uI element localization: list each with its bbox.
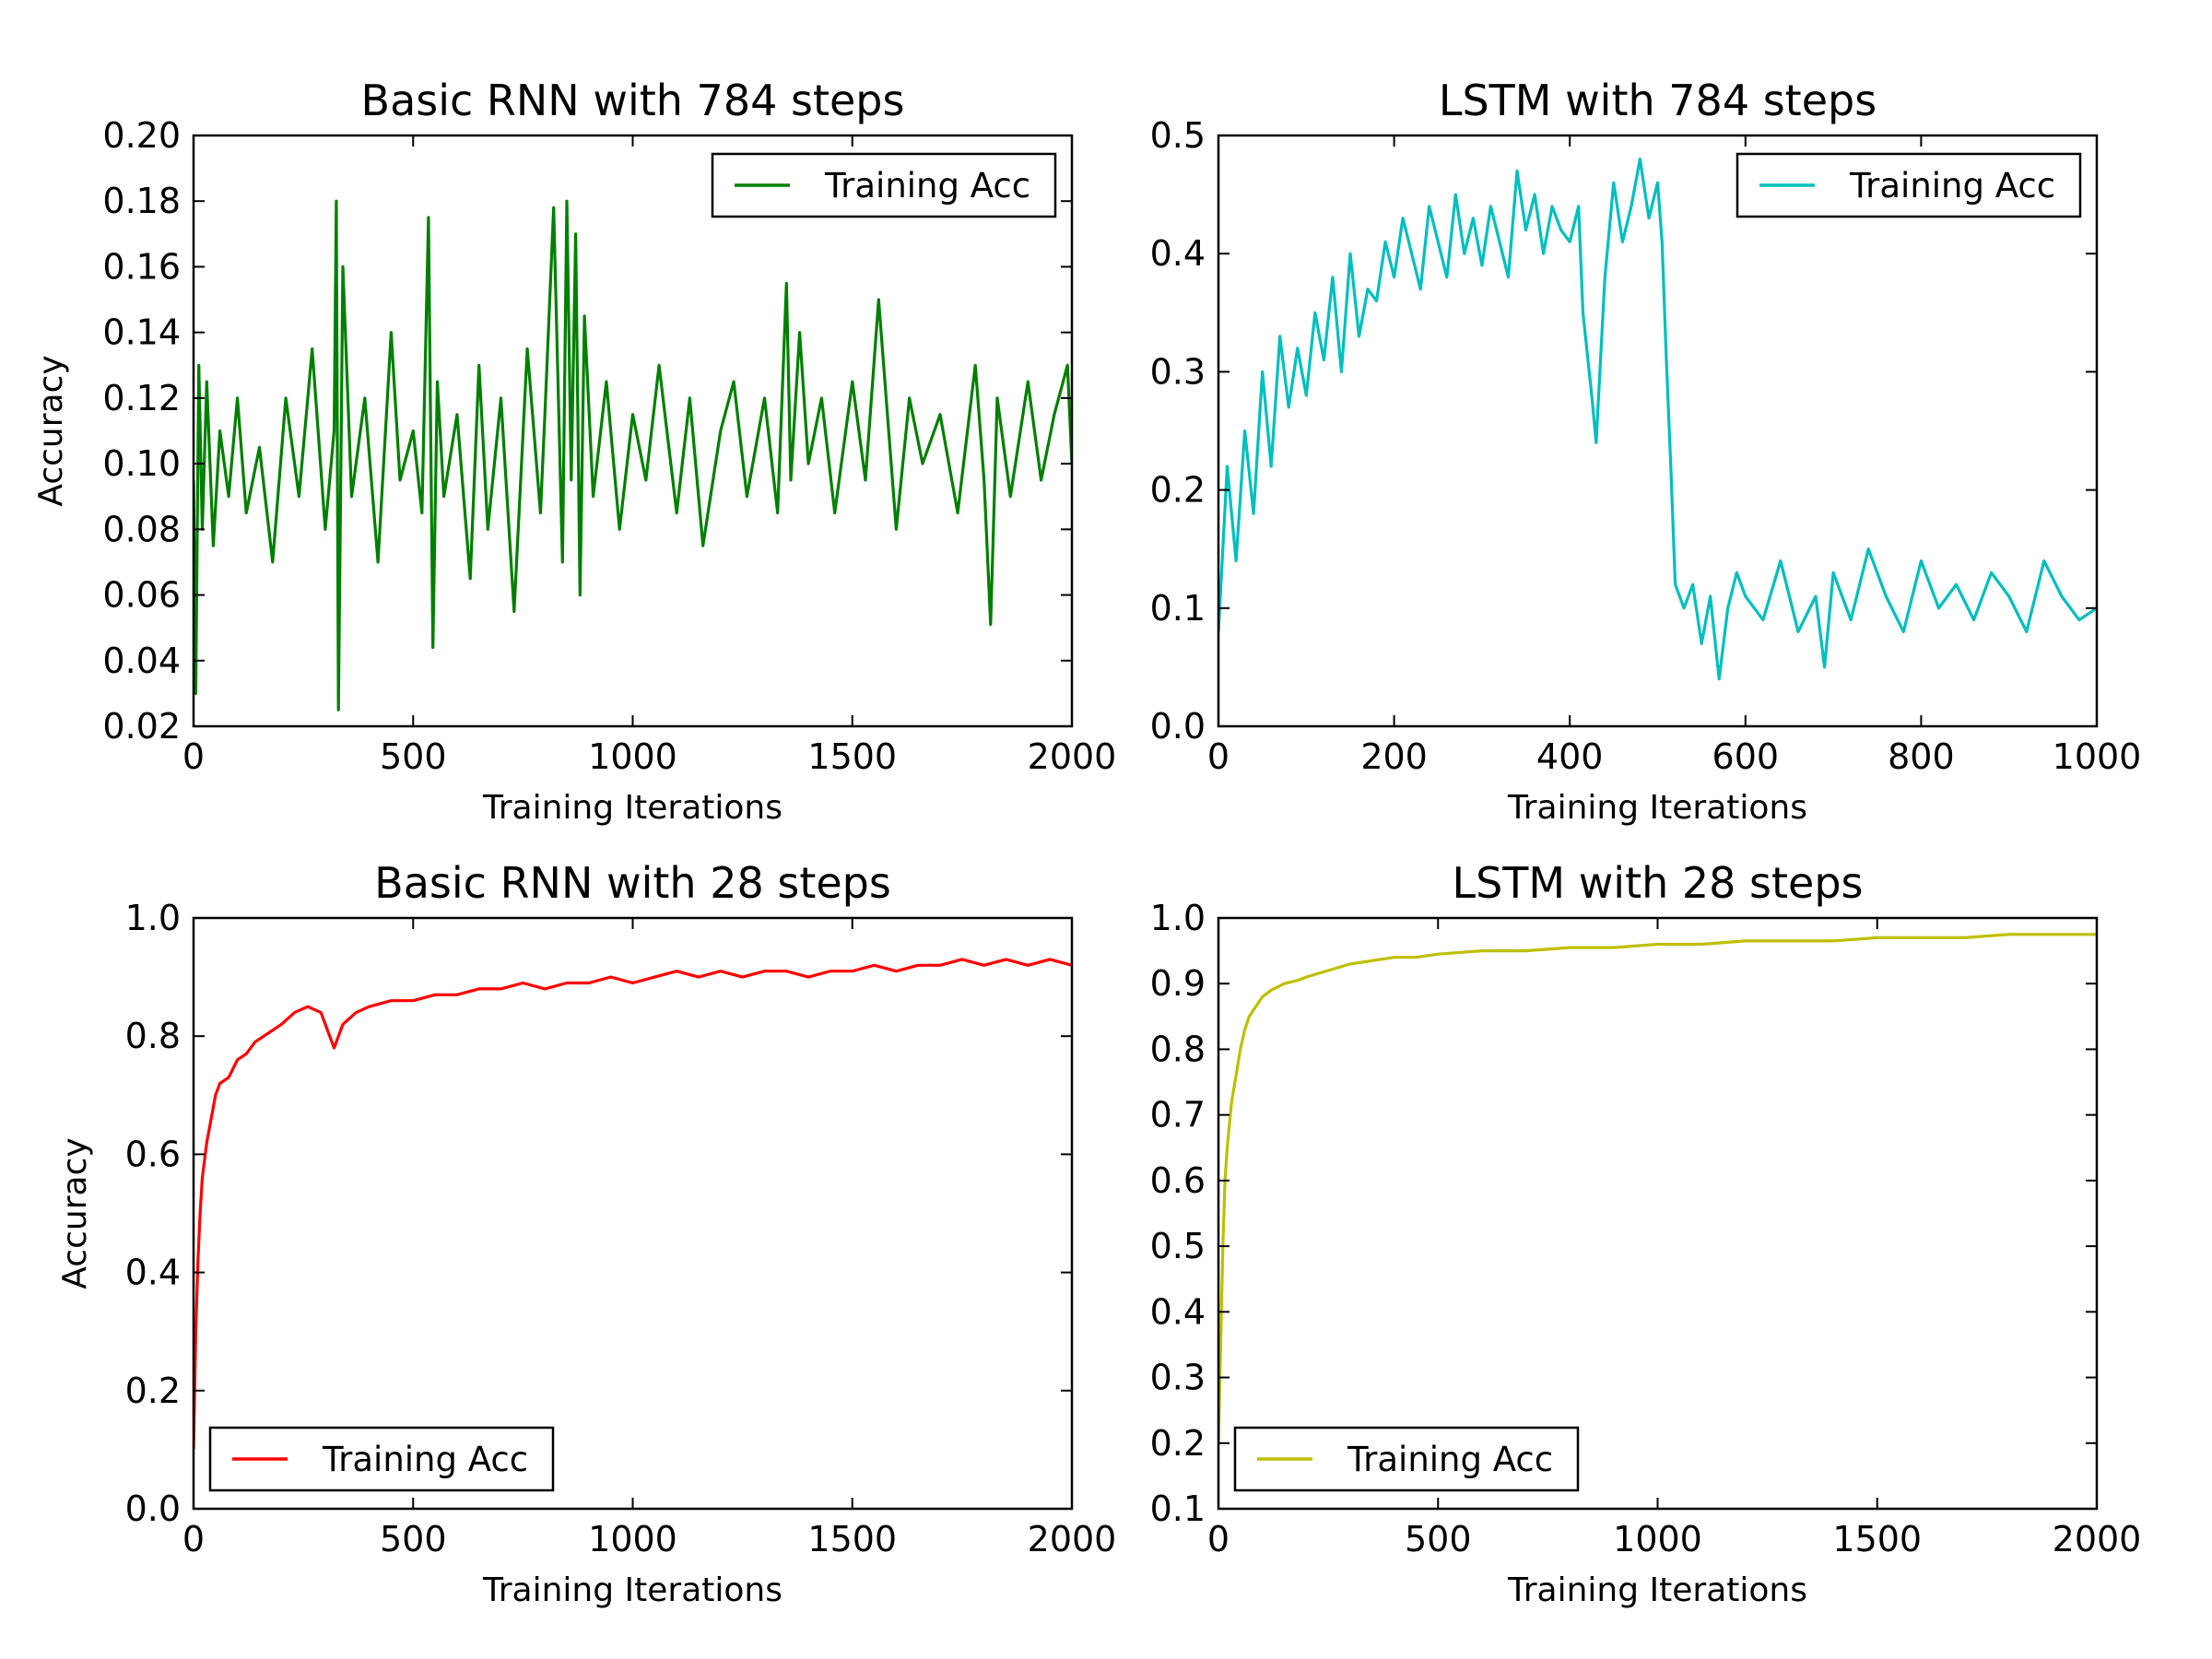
- chart-3-x-tick-label: 0: [182, 1519, 205, 1559]
- chart-1-y-tick-label: 0.12: [102, 378, 181, 418]
- chart-3-y-tick-label: 0.8: [125, 1016, 181, 1056]
- chart-2-x-tick-label: 0: [1207, 736, 1230, 777]
- chart-4: LSTM with 28 steps 0 500 1000 1500 2000 0.1 0.2…: [1150, 858, 2142, 1609]
- chart-4-x-tick-label: 1500: [1832, 1519, 1922, 1559]
- chart-4-y-tick-label: 0.8: [1150, 1029, 1206, 1069]
- chart-4-legend: Training Acc: [1233, 1426, 1580, 1492]
- chart-3-x-tick-label: 1000: [588, 1519, 677, 1559]
- chart-2-y-tick-label: 0.5: [1150, 115, 1206, 156]
- chart-2: LSTM with 784 steps 0 200 400 600 800 1000 0.0 0…: [1150, 76, 2142, 827]
- chart-1-x-tick-label: 500: [380, 736, 447, 777]
- chart-4-y-tick-label: 0.7: [1150, 1095, 1206, 1135]
- chart-4-legend-label: Training Acc: [1347, 1440, 1553, 1479]
- chart-2-series-line-1: [1218, 158, 2097, 681]
- chart-3-x-tick-label: 1500: [807, 1519, 897, 1559]
- chart-2-y-tick-label: 0.0: [1150, 706, 1206, 747]
- chart-1-y-tick-label: 0.18: [102, 181, 181, 221]
- chart-2-y-tick-label: 0.2: [1150, 470, 1206, 511]
- chart-3-y-tick-label: 0.6: [125, 1134, 181, 1174]
- chart-3-x-tick-label: 500: [380, 1519, 447, 1559]
- chart-4-x-tick-label: 500: [1405, 1519, 1472, 1559]
- chart-1-series-line-1: [194, 199, 1072, 712]
- chart-1-x-tick-label: 1500: [807, 736, 897, 777]
- chart-4-x-axis-label: Training Iterations: [1507, 1571, 1807, 1609]
- chart-1-x-tick-label: 2000: [1028, 736, 1117, 777]
- chart-2-x-tick-label: 400: [1536, 736, 1604, 777]
- chart-4-y-tick-label: 0.1: [1150, 1488, 1206, 1529]
- chart-1-x-tick-label: 1000: [588, 736, 677, 777]
- chart-1-x-tick-label: 0: [182, 736, 205, 777]
- chart-4-x-tick-label: 0: [1207, 1519, 1230, 1559]
- chart-3-legend-label: Training Acc: [322, 1440, 528, 1479]
- chart-3-y-tick-label: 0.0: [125, 1488, 181, 1529]
- chart-1-y-tick-label: 0.10: [102, 443, 181, 484]
- chart-3-title: Basic RNN with 28 steps: [374, 858, 891, 908]
- chart-1-x-axis-label: Training Iterations: [482, 789, 782, 827]
- chart-2-x-tick-label: 800: [1888, 736, 1955, 777]
- chart-3-x-tick-label: 2000: [1028, 1519, 1117, 1559]
- chart-4-y-tick-label: 0.4: [1150, 1291, 1206, 1332]
- chart-4-x-tick-label: 2000: [2053, 1519, 2142, 1559]
- chart-2-y-tick-label: 0.3: [1150, 351, 1206, 392]
- chart-2-x-tick-label: 1000: [2053, 736, 2142, 777]
- chart-3-series-line-1: [194, 958, 1072, 1450]
- chart-4-title: LSTM with 28 steps: [1452, 858, 1863, 908]
- chart-1: Basic RNN with 784 steps 0 500 1000 1500 2000…: [32, 76, 1116, 827]
- chart-2-legend: Training Acc: [1735, 152, 2082, 218]
- chart-3-y-axis-label: Accuracy: [56, 1137, 94, 1288]
- chart-2-plot-frame: [1217, 134, 2099, 728]
- chart-1-legend: Training Acc: [711, 152, 1057, 218]
- chart-2-x-tick-label: 600: [1712, 736, 1780, 777]
- chart-1-y-tick-label: 0.16: [102, 246, 181, 287]
- chart-4-y-tick-label: 0.6: [1150, 1160, 1206, 1201]
- chart-1-y-tick-label: 0.06: [102, 575, 181, 616]
- chart-2-legend-label: Training Acc: [1849, 166, 2055, 206]
- chart-3-y-tick-label: 0.4: [125, 1253, 181, 1293]
- chart-3-y-tick-label: 1.0: [125, 898, 181, 938]
- chart-2-x-axis-label: Training Iterations: [1507, 789, 1807, 827]
- chart-1-y-tick-label: 0.14: [102, 312, 181, 353]
- chart-3-legend: Training Acc: [208, 1426, 555, 1492]
- chart-1-y-tick-label: 0.04: [102, 641, 181, 681]
- chart-2-title: LSTM with 784 steps: [1439, 76, 1877, 125]
- chart-4-y-tick-label: 0.9: [1150, 963, 1206, 1004]
- chart-3-x-axis-label: Training Iterations: [482, 1571, 782, 1609]
- chart-1-y-axis-label: Accuracy: [32, 355, 70, 506]
- chart-1-y-tick-label: 0.02: [102, 706, 181, 747]
- chart-1-legend-label: Training Acc: [824, 166, 1030, 206]
- chart-2-y-tick-label: 0.1: [1150, 588, 1206, 629]
- chart-4-x-tick-label: 1000: [1613, 1519, 1702, 1559]
- chart-4-y-tick-label: 0.2: [1150, 1423, 1206, 1464]
- chart-4-y-tick-label: 0.3: [1150, 1358, 1206, 1398]
- chart-2-y-tick-label: 0.4: [1150, 233, 1206, 274]
- chart-4-plot-frame: [1217, 916, 2099, 1511]
- chart-1-plot-frame: [192, 134, 1074, 728]
- chart-1-title: Basic RNN with 784 steps: [361, 76, 905, 125]
- chart-3: Basic RNN with 28 steps 0 500 1000 1500 2000 0…: [56, 858, 1116, 1609]
- chart-4-y-tick-label: 1.0: [1150, 898, 1206, 938]
- chart-4-series-line-1: [1218, 933, 2097, 1443]
- chart-2-x-tick-label: 200: [1360, 736, 1428, 777]
- chart-4-y-tick-label: 0.5: [1150, 1226, 1206, 1266]
- chart-1-y-tick-label: 0.20: [102, 115, 181, 156]
- chart-1-y-tick-label: 0.08: [102, 509, 181, 549]
- chart-3-y-tick-label: 0.2: [125, 1371, 181, 1411]
- chart-3-plot-frame: [192, 916, 1074, 1511]
